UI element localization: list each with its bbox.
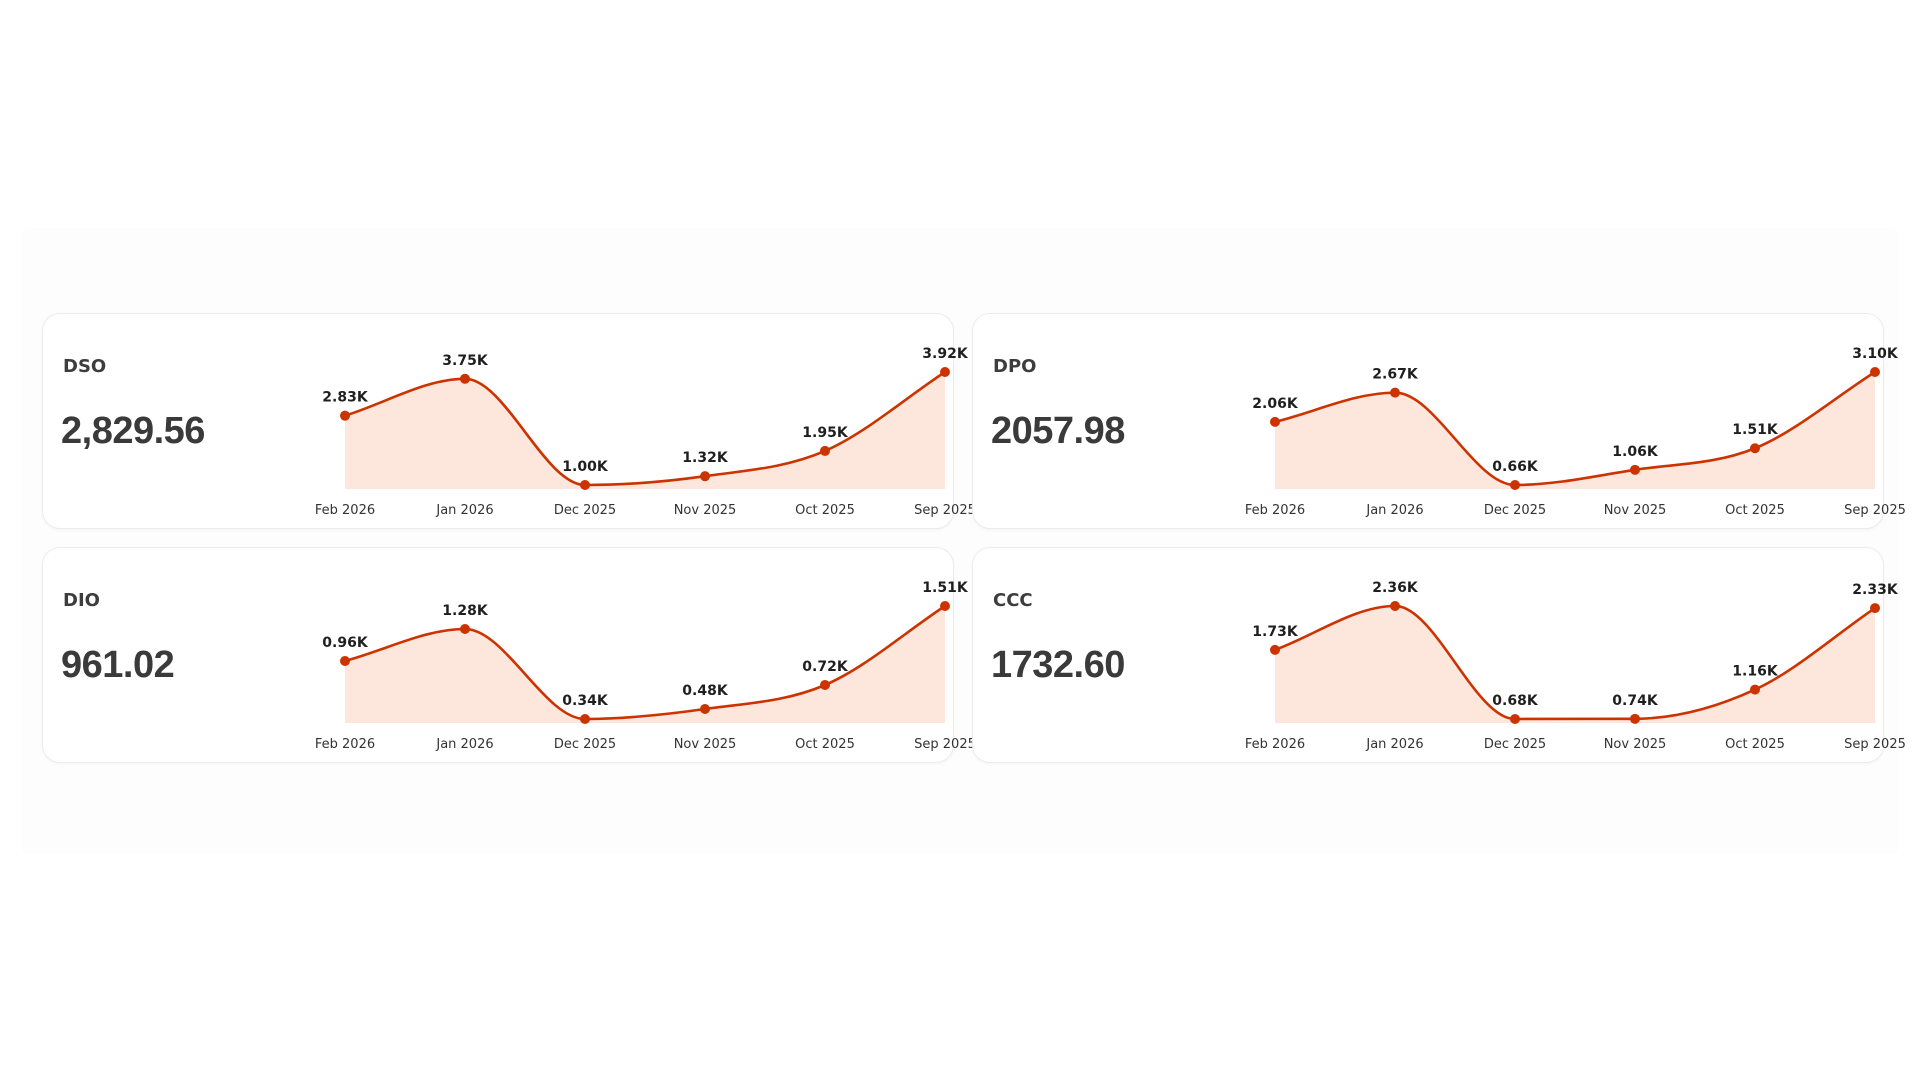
data-label: 3.10K — [1852, 346, 1899, 362]
x-tick-label: Jan 2026 — [1365, 503, 1423, 518]
data-point — [340, 656, 350, 666]
data-point — [940, 601, 950, 611]
data-point — [1870, 367, 1880, 377]
data-label: 2.83K — [322, 390, 369, 406]
x-tick-label: Dec 2025 — [1484, 737, 1546, 752]
data-label: 1.73K — [1252, 624, 1299, 640]
kpi-name: DIO — [63, 590, 100, 611]
kpi-name: CCC — [993, 590, 1033, 611]
kpi-card-dpo: DPO 2057.98 2.06K Feb 2026 2.67K Jan 2026 0.… — [972, 313, 1906, 529]
kpi-card-ccc: CCC 1732.60 1.73K Feb 2026 2.36K Jan 2026 0.… — [972, 547, 1906, 763]
x-tick-label: Sep 2025 — [914, 503, 976, 518]
x-tick-label: Feb 2026 — [1245, 737, 1305, 752]
x-tick-label: Feb 2026 — [1245, 503, 1305, 518]
data-label: 3.75K — [442, 353, 489, 369]
kpi-card-dso: DSO 2,829.56 2.83K Feb 2026 3.75K Jan 2026 1… — [42, 313, 976, 529]
data-point — [460, 373, 470, 384]
data-point — [340, 410, 350, 421]
data-point — [1510, 714, 1520, 724]
data-point — [1510, 480, 1520, 490]
x-tick-label: Nov 2025 — [1604, 503, 1667, 518]
x-tick-label: Nov 2025 — [674, 503, 737, 518]
data-label: 0.72K — [802, 659, 849, 675]
data-point — [1270, 644, 1280, 655]
sparkline-chart: 2.06K Feb 2026 2.67K Jan 2026 0.66K Dec 2025 1… — [1245, 346, 1906, 518]
x-tick-label: Sep 2025 — [1844, 503, 1906, 518]
data-label: 0.96K — [322, 635, 369, 651]
x-tick-label: Nov 2025 — [1604, 737, 1667, 752]
kpi-value: 961.02 — [61, 644, 175, 686]
kpi-value: 1732.60 — [991, 644, 1125, 686]
data-point — [1750, 443, 1760, 454]
data-label: 3.92K — [922, 346, 969, 362]
sparkline-chart: 1.73K Feb 2026 2.36K Jan 2026 0.68K Dec 2025 0… — [1245, 580, 1906, 752]
data-label: 1.51K — [1732, 422, 1779, 438]
x-tick-label: Oct 2025 — [1725, 503, 1785, 518]
data-point — [460, 624, 470, 634]
data-label: 1.00K — [562, 459, 609, 475]
series-area — [345, 606, 945, 723]
x-tick-label: Nov 2025 — [674, 737, 737, 752]
data-point — [1870, 603, 1880, 614]
x-tick-label: Oct 2025 — [795, 737, 855, 752]
data-point — [700, 471, 710, 482]
data-point — [580, 714, 590, 724]
data-point — [1390, 601, 1400, 611]
data-point — [580, 480, 590, 490]
series-line — [1274, 370, 1876, 487]
data-label: 0.66K — [1492, 459, 1539, 475]
data-label: 0.48K — [682, 683, 729, 699]
data-point — [1630, 713, 1640, 724]
data-label: 0.74K — [1612, 693, 1659, 709]
series-area — [345, 372, 945, 489]
x-tick-label: Sep 2025 — [914, 737, 976, 752]
x-tick-label: Feb 2026 — [315, 737, 375, 752]
x-tick-label: Jan 2026 — [435, 503, 493, 518]
x-tick-label: Dec 2025 — [1484, 503, 1546, 518]
series-area — [1275, 606, 1875, 723]
kpi-card-dio: DIO 961.02 0.96K Feb 2026 1.28K Jan 2026 0.3… — [42, 547, 976, 763]
data-point — [1750, 684, 1760, 695]
x-tick-label: Jan 2026 — [435, 737, 493, 752]
series-area — [1275, 372, 1875, 489]
series-line — [344, 604, 946, 721]
data-label: 2.67K — [1372, 367, 1419, 383]
x-tick-label: Oct 2025 — [1725, 737, 1785, 752]
x-tick-label: Dec 2025 — [554, 503, 616, 518]
x-tick-label: Dec 2025 — [554, 737, 616, 752]
data-label: 1.51K — [922, 580, 969, 596]
x-tick-label: Sep 2025 — [1844, 737, 1906, 752]
x-tick-label: Jan 2026 — [1365, 737, 1423, 752]
data-point — [1270, 416, 1280, 427]
data-label: 2.06K — [1252, 396, 1299, 412]
data-point — [820, 445, 830, 456]
data-point — [940, 367, 950, 377]
series-line — [1274, 604, 1876, 721]
data-label: 2.36K — [1372, 580, 1419, 596]
kpi-value: 2,829.56 — [61, 410, 205, 452]
data-label: 0.68K — [1492, 693, 1539, 709]
kpi-name: DPO — [993, 356, 1037, 377]
sparkline-chart: 0.96K Feb 2026 1.28K Jan 2026 0.34K Dec 2025 0… — [315, 580, 976, 752]
data-label: 1.95K — [802, 425, 849, 441]
data-label: 0.34K — [562, 693, 609, 709]
kpi-value: 2057.98 — [991, 410, 1125, 452]
data-label: 1.16K — [1732, 664, 1779, 680]
x-tick-label: Oct 2025 — [795, 503, 855, 518]
series-line — [344, 370, 946, 487]
data-label: 1.32K — [682, 450, 729, 466]
sparkline-chart: 2.83K Feb 2026 3.75K Jan 2026 1.00K Dec 2025 1… — [315, 346, 976, 518]
data-point — [1390, 387, 1400, 398]
x-tick-label: Feb 2026 — [315, 503, 375, 518]
data-label: 1.06K — [1612, 444, 1659, 460]
kpi-name: DSO — [63, 356, 107, 377]
data-point — [1630, 464, 1640, 475]
data-label: 2.33K — [1852, 582, 1899, 598]
data-point — [700, 704, 710, 714]
data-label: 1.28K — [442, 603, 489, 619]
data-point — [820, 680, 830, 690]
